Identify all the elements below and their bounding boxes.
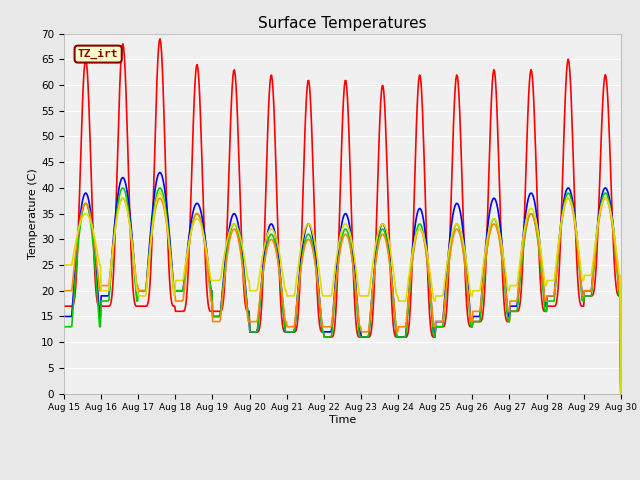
X-axis label: Time: Time [329,415,356,425]
Legend: IRT Ground, IRT Canopy, Floor Tair, Tower TAir, TsoilD_2cm: IRT Ground, IRT Canopy, Floor Tair, Towe… [103,477,582,480]
Title: Surface Temperatures: Surface Temperatures [258,16,427,31]
Text: TZ_irt: TZ_irt [78,49,118,59]
Y-axis label: Temperature (C): Temperature (C) [28,168,38,259]
